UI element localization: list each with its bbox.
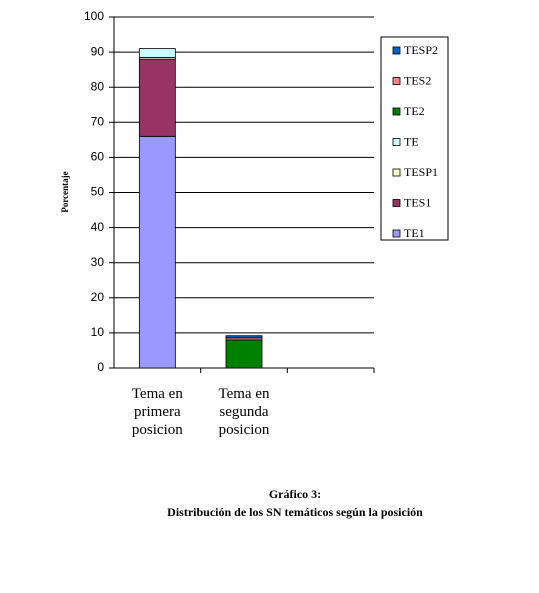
legend-label: TES1 — [404, 195, 431, 209]
legend-swatch — [392, 229, 401, 238]
legend-label: TE1 — [404, 226, 425, 240]
legend-label: TE2 — [404, 104, 425, 118]
bar-segment — [138, 135, 176, 369]
legend-label: TE — [404, 134, 419, 148]
y-tick-label: 100 — [84, 9, 104, 23]
y-tick-label: 90 — [91, 44, 105, 58]
x-tick-label: Tema en primera posicion — [131, 386, 183, 438]
y-tick-label: 50 — [91, 185, 105, 199]
chart-subtitle: Distribución de los SN temáticos según l… — [167, 505, 423, 519]
legend-label: TESP2 — [404, 43, 438, 57]
bar-segment — [225, 339, 263, 369]
legend-box — [380, 36, 449, 241]
y-axis-label: Porcentaje — [60, 171, 70, 212]
y-tick-label: 10 — [91, 325, 105, 339]
y-tick-label: 60 — [91, 150, 105, 164]
legend-label: TES2 — [404, 73, 431, 87]
legend-swatch — [392, 138, 401, 146]
legend-swatch — [392, 107, 401, 116]
bar-segment — [225, 335, 263, 339]
y-tick-label: 20 — [91, 290, 105, 304]
y-tick-label: 80 — [91, 79, 105, 93]
y-tick-label: 30 — [91, 255, 105, 269]
legend-swatch — [392, 168, 401, 177]
bar-segment — [138, 58, 176, 137]
legend-swatch — [392, 46, 401, 55]
legend-label: TESP1 — [404, 165, 438, 179]
x-tick-label: Tema en segunda posicion — [218, 386, 270, 438]
y-tick-label: 0 — [97, 360, 104, 374]
legend-swatch — [392, 77, 401, 85]
legend-swatch — [392, 199, 401, 207]
y-tick-label: 40 — [91, 220, 105, 234]
y-tick-label: 70 — [91, 114, 105, 128]
bar-segment — [138, 48, 176, 58]
chart-title: Gráfico 3: — [268, 487, 322, 501]
